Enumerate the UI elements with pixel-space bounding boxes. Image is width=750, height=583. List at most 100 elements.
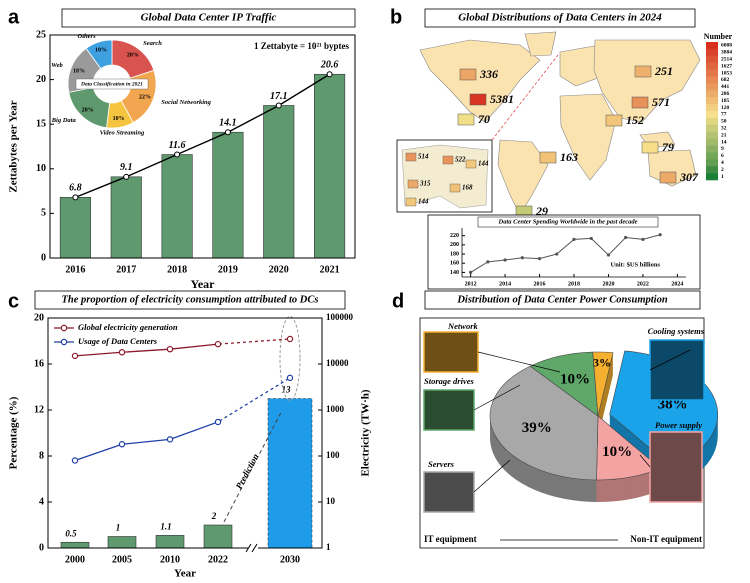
colorbar-swatch (706, 152, 718, 160)
colorbar-tick-label: 185 (721, 98, 730, 104)
trend-line (75, 73, 330, 198)
category-label: Video Streaming (100, 130, 145, 137)
title-box (34, 290, 346, 310)
value-label: 20% (82, 107, 94, 113)
line-marker (606, 253, 611, 257)
colorbar-swatch (706, 76, 718, 84)
y-tick-label: 16 (34, 358, 44, 369)
value-label: 20.6 (320, 60, 339, 71)
colorbar-tick-label: 21 (721, 132, 727, 138)
value-label: 3% (593, 355, 611, 369)
category-label: Search (143, 40, 162, 47)
chart-title: Global Data Center IP Traffic (141, 12, 277, 24)
photo (649, 431, 703, 503)
colorbar-swatch (706, 69, 718, 77)
country-value: 522 (455, 156, 466, 164)
country-value: 571 (652, 95, 670, 109)
value-label: 10% (560, 372, 590, 388)
x-tick-label: 2021 (320, 264, 340, 275)
group-label: Non-IT equipment (630, 534, 702, 544)
country-value: 70 (478, 112, 490, 126)
line-marker (537, 257, 542, 261)
country-value: 144 (478, 160, 489, 168)
line-marker (123, 173, 130, 180)
photo (649, 339, 705, 401)
y-tick-label: 10 (36, 163, 46, 174)
leader-line (473, 459, 511, 493)
bar (267, 398, 313, 549)
panel-label: d (392, 290, 404, 312)
bar (212, 131, 244, 259)
x-tick-label: 2014 (499, 281, 511, 287)
y2-tick-label: 10 (326, 496, 336, 506)
colorbar-tick-label: 50 (721, 119, 727, 125)
colorbar-tick-label: 2514 (721, 57, 732, 63)
country-value: 336 (479, 67, 498, 81)
value-label: 10% (113, 116, 125, 122)
x-tick-label: 2010 (160, 554, 180, 565)
inset-title-box (477, 216, 659, 228)
country-marker (442, 155, 454, 165)
pie-slice (489, 365, 599, 481)
colorbar-tick-label: 1 (721, 174, 724, 180)
series-marker (214, 340, 222, 348)
colorbar-tick-label: 441 (721, 84, 730, 90)
country-marker (641, 141, 659, 154)
colorbar-tick-label: 4 (721, 160, 724, 166)
series-line (74, 377, 291, 462)
country-marker (659, 171, 677, 184)
line-marker (486, 260, 490, 264)
x-tick-label: 2016 (534, 281, 546, 287)
y2-tick-label: 100 (326, 450, 340, 460)
leader-line (649, 349, 691, 371)
colorbar-swatch (706, 42, 718, 50)
dash-gap (221, 379, 287, 421)
x-axis-title: Year (174, 568, 196, 580)
colorbar-swatch (706, 55, 718, 63)
series-marker (286, 374, 294, 382)
colorbar-tick-label: 1053 (721, 70, 732, 76)
country-marker (469, 93, 487, 106)
line-marker (224, 129, 231, 136)
country-value: 315 (419, 180, 431, 188)
y2-tick-label: 1 (326, 542, 331, 552)
y2-axis-title: Electricity (TW·h) (360, 389, 372, 476)
country-value: 79 (662, 140, 674, 154)
y-tick-label: 160 (450, 261, 459, 267)
category-label: Cooling systems (648, 326, 705, 336)
colorbar-swatch (706, 173, 718, 181)
colorbar-tick-label: 14 (721, 139, 727, 145)
country-value: 163 (560, 150, 578, 164)
country-value: 251 (654, 64, 673, 78)
country-marker (631, 96, 649, 109)
leader-line (473, 384, 521, 411)
x-tick-label: 2020 (602, 281, 614, 287)
leader-line (477, 351, 561, 373)
y-tick-label: 25 (36, 29, 46, 40)
y2-tick-label: 100000 (326, 312, 354, 322)
bar (203, 524, 233, 549)
pie-slice (592, 351, 614, 417)
colorbar-tick-label: 3884 (721, 50, 732, 56)
x-tick-label: 2030 (280, 554, 300, 565)
category-label: Others (78, 33, 97, 40)
line-marker (326, 71, 333, 78)
bar (59, 197, 91, 259)
unit-note: Unit: $US billions (611, 261, 661, 268)
value-label: 13 (282, 385, 292, 395)
line-marker (72, 194, 79, 201)
series-marker (166, 436, 174, 443)
series-marker (166, 345, 174, 353)
y-axis-title: Zettabytes per Year (8, 100, 20, 192)
chart-title: Global Distributions of Data Centers in … (458, 12, 662, 24)
x-tick-label: 2022 (208, 554, 228, 565)
legend-label: Global electricity generation (78, 322, 178, 332)
continent (524, 31, 557, 57)
value-label: 10% (602, 444, 632, 460)
colorbar-title: Number (704, 32, 733, 41)
category-label: Storage drives (424, 376, 475, 386)
colorbar-swatch (706, 97, 718, 105)
line-marker (174, 151, 181, 158)
value-label: 11.6 (169, 140, 186, 151)
photo (423, 471, 475, 513)
